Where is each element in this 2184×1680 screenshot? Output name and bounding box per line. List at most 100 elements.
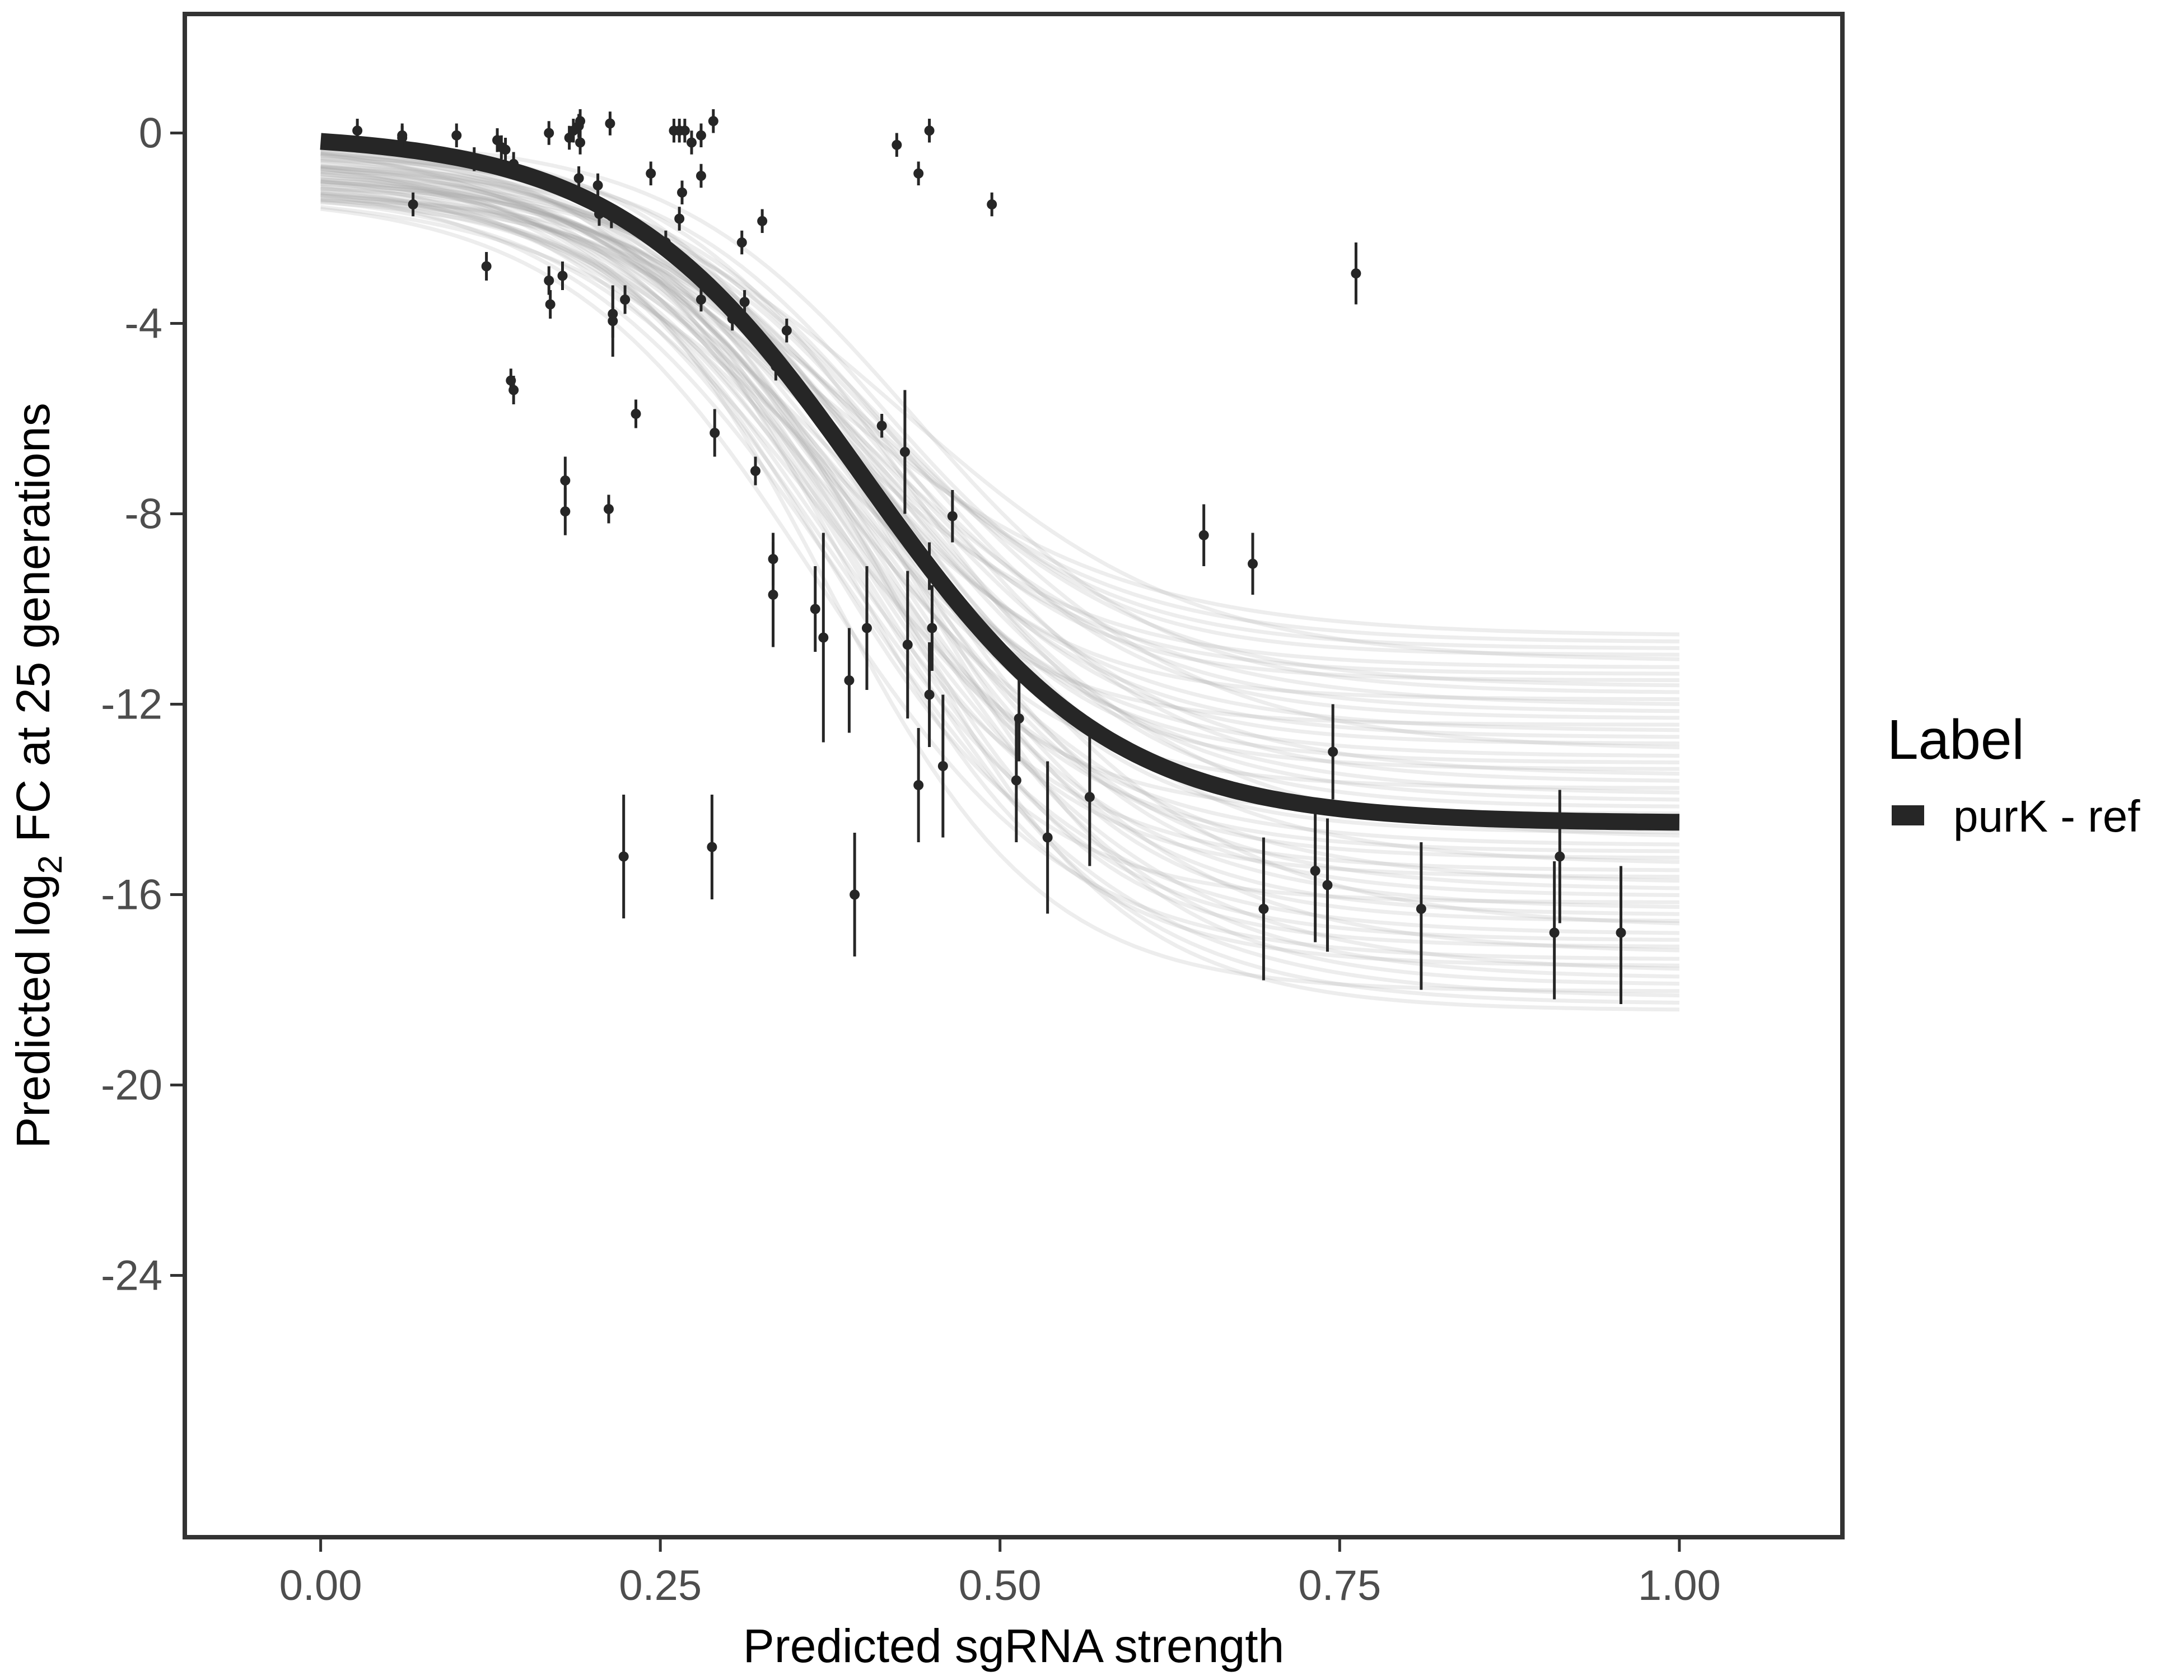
posterior-curve [320,192,1679,732]
point-marker [739,297,750,307]
point-marker [557,270,568,281]
point-marker [781,325,792,336]
point-marker [1328,746,1338,757]
plot-panel-border [183,12,1845,1539]
posterior-curve [320,165,1679,986]
data-point [1248,533,1258,595]
posterior-curve [320,193,1679,739]
data-point [575,130,586,155]
posterior-curve [320,199,1679,847]
point-marker [707,842,717,852]
y-axis-title-subscript: 2 [31,855,69,874]
data-point [1555,790,1565,923]
data-point [768,542,778,647]
legend-key-purk-ref [1892,805,1924,825]
point-marker [927,623,937,633]
data-point [397,125,408,150]
data-point [736,230,747,255]
data-point [861,566,872,690]
posterior-curve [320,146,1679,968]
data-point [605,111,615,136]
point-marker [902,640,913,650]
point-marker [1084,792,1095,802]
data-point [557,262,568,290]
point-marker [708,116,718,127]
data-point [677,180,687,204]
data-point [1322,818,1333,952]
posterior-curve [320,182,1679,676]
fit-curve [320,133,1680,831]
data-point [631,399,641,428]
posterior-curve [320,180,1679,783]
point-marker [1322,880,1333,890]
point-marker [850,889,860,900]
point-marker [913,168,924,179]
data-point [927,585,937,671]
posterior-curve [320,151,1679,916]
point-marker [544,128,554,138]
point-marker [508,158,519,169]
data-point [1549,861,1560,1000]
posterior-curve [320,179,1679,942]
data-point [481,252,492,281]
legend-title: Label [1887,708,2024,771]
data-point [508,152,519,176]
point-marker [924,561,935,571]
data-point [573,166,584,190]
point-marker [924,689,935,700]
data-point [696,123,706,147]
x-tick-label: 0.00 [279,1562,362,1609]
posterior-curve [320,152,1679,637]
point-marker [508,385,519,395]
data-point [771,352,781,381]
point-marker [924,125,935,136]
posterior-curve [320,174,1679,993]
data-point [469,147,479,171]
posterior-curve [320,198,1679,688]
data-point [810,566,820,652]
point-marker [631,409,641,419]
y-axis: 0 -4 -8 -12 -16 -20 -24 [101,110,183,1300]
y-tick-label: -8 [124,491,162,538]
posterior-curve [320,207,1679,961]
data-point [603,494,614,524]
point-marker [696,171,706,181]
x-axis: 0.00 0.25 0.50 0.75 1.00 [279,1539,1721,1609]
point-marker [913,780,924,790]
data-point [679,119,690,143]
data-point [606,204,617,228]
data-point [818,533,829,743]
point-marker [646,168,656,179]
data-point [1258,837,1269,981]
data-point [708,109,718,133]
point-marker [352,125,363,136]
point-marker [710,428,720,438]
point-marker [937,761,948,771]
data-point [608,285,618,357]
data-point [1310,799,1320,942]
data-point [544,121,554,145]
data-point [892,133,902,157]
data-point [451,123,462,147]
data-point [1042,761,1053,914]
posterior-band [320,141,1680,1012]
data-point [660,230,671,255]
data-point [1084,728,1095,866]
y-axis-title: Predicted log2 FC at 25 generations [7,403,69,1149]
point-marker [1555,851,1565,862]
point-marker [618,851,629,862]
data-point [594,202,604,226]
legend: Label purK - ref [1887,708,2140,841]
data-point [924,642,935,747]
data-point [696,287,706,312]
data-point [876,414,887,438]
y-axis-title-suffix: FC at 25 generations [7,403,59,855]
posterior-curve [320,166,1679,872]
x-tick-label: 0.75 [1298,1562,1381,1609]
point-marker [575,137,586,148]
data-point [1351,242,1361,305]
data-point [352,119,363,143]
posterior-curve [320,185,1679,883]
point-marker [1011,775,1021,786]
